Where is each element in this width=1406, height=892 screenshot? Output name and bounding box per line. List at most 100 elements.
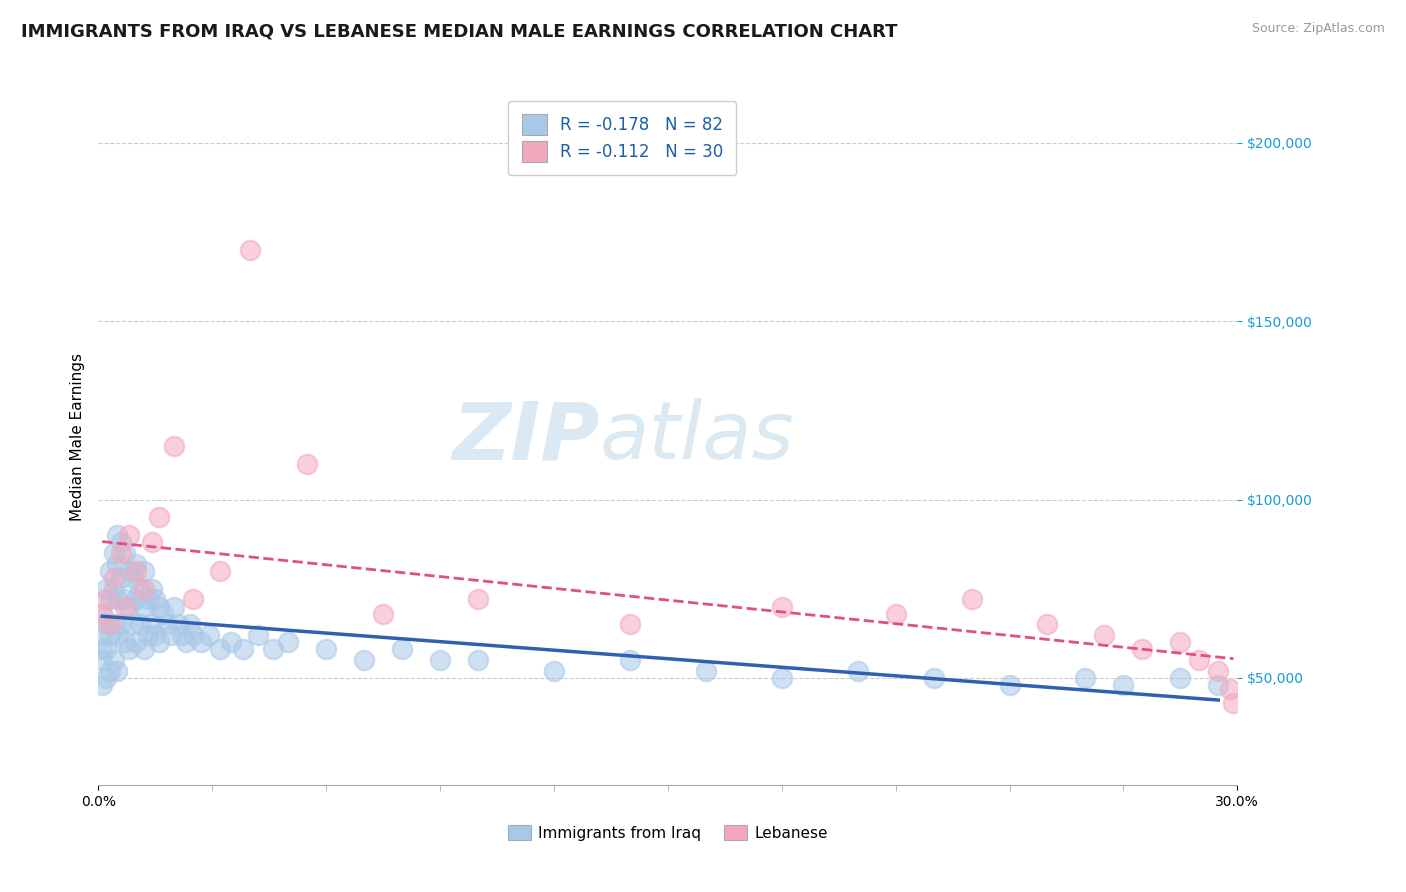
Point [1222,696,1244,710]
Point [998,678,1021,692]
Point [125,564,148,578]
Point [770,671,793,685]
Point [208,564,231,578]
Point [91,642,114,657]
Point [543,664,565,678]
Point [121,571,143,585]
Point [232,642,254,657]
Point [141,535,163,549]
Point [145,592,167,607]
Point [103,653,125,667]
Point [770,599,793,614]
Point [141,582,163,596]
Point [467,592,489,607]
Point [163,439,186,453]
Point [197,628,219,642]
Point [277,635,299,649]
Point [103,571,125,585]
Point [107,628,129,642]
Point [91,607,114,621]
Point [132,564,155,578]
Text: Source: ZipAtlas.com: Source: ZipAtlas.com [1251,22,1385,36]
Point [246,628,269,642]
Point [129,582,152,596]
Point [98,617,121,632]
Point [125,635,148,649]
Point [98,564,121,578]
Point [1170,635,1192,649]
Point [1208,664,1230,678]
Y-axis label: Median Male Earnings: Median Male Earnings [69,353,84,521]
Text: ZIP: ZIP [453,398,599,476]
Legend: Immigrants from Iraq, Lebanese: Immigrants from Iraq, Lebanese [502,819,834,847]
Point [297,457,319,471]
Point [103,546,125,560]
Point [148,510,170,524]
Point [110,617,132,632]
Point [91,607,114,621]
Point [1094,628,1116,642]
Point [91,628,114,642]
Point [371,607,394,621]
Point [208,642,231,657]
Point [110,546,132,560]
Point [107,592,129,607]
Point [174,635,197,649]
Point [136,628,159,642]
Point [148,599,170,614]
Point [103,582,125,596]
Point [114,546,136,560]
Point [884,607,907,621]
Point [152,607,174,621]
Point [125,557,148,571]
Point [145,628,167,642]
Point [846,664,869,678]
Point [695,664,717,678]
Point [156,617,179,632]
Point [141,617,163,632]
Point [179,617,201,632]
Point [118,528,141,542]
Point [159,628,181,642]
Point [1036,617,1059,632]
Point [239,243,262,257]
Point [190,635,212,649]
Point [107,528,129,542]
Point [94,582,117,596]
Point [619,653,641,667]
Point [107,557,129,571]
Point [1208,678,1230,692]
Point [114,592,136,607]
Point [103,617,125,632]
Point [163,599,186,614]
Point [118,642,141,657]
Point [221,635,243,649]
Point [132,642,155,657]
Point [1074,671,1097,685]
Point [94,642,117,657]
Point [91,678,114,692]
Point [1170,671,1192,685]
Point [94,617,117,632]
Point [183,592,205,607]
Point [922,671,945,685]
Point [429,653,451,667]
Point [91,653,114,667]
Point [136,592,159,607]
Point [110,571,132,585]
Point [114,599,136,614]
Point [110,535,132,549]
Point [121,617,143,632]
Point [1219,681,1241,696]
Point [148,635,170,649]
Point [467,653,489,667]
Point [183,628,205,642]
Point [1188,653,1211,667]
Point [125,592,148,607]
Point [94,671,117,685]
Point [98,628,121,642]
Point [315,642,337,657]
Point [960,592,983,607]
Point [619,617,641,632]
Text: IMMIGRANTS FROM IRAQ VS LEBANESE MEDIAN MALE EARNINGS CORRELATION CHART: IMMIGRANTS FROM IRAQ VS LEBANESE MEDIAN … [21,22,897,40]
